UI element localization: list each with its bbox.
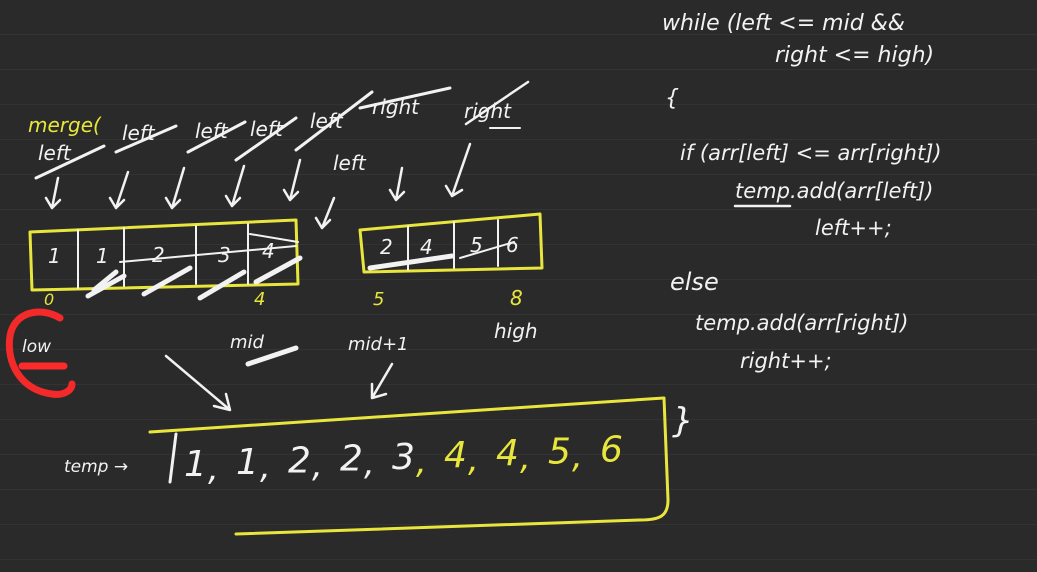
pointer-word-1: left	[38, 141, 72, 165]
right-cell-2: 5	[470, 233, 483, 257]
temp-value-3: 2	[340, 439, 363, 480]
temp-label: temp →	[64, 457, 128, 477]
temp-value-7: 5	[548, 431, 571, 472]
strike-5	[294, 90, 374, 152]
left-start-index: 0	[44, 290, 54, 309]
left-array-box	[28, 218, 300, 292]
left-end-index: 4	[254, 289, 265, 310]
temp-value-5: 4	[444, 435, 467, 476]
code-line-temp-add-left: temp.add(arr[left])	[735, 179, 933, 203]
temp-value-6: 4	[496, 433, 519, 474]
code-line-while: while (left <= mid &&	[662, 11, 905, 36]
right-end-index: 8	[510, 286, 523, 310]
label-high: high	[494, 319, 538, 343]
left-strike-2	[141, 265, 193, 297]
label-mid: mid	[230, 332, 265, 353]
temp-array-box	[148, 396, 670, 536]
down-arrow-1	[44, 176, 62, 210]
mid-underline	[245, 345, 299, 367]
strike-3	[186, 120, 247, 154]
down-arrow-4	[224, 164, 246, 208]
right-array: 2 4 5 6	[358, 212, 544, 274]
index-labels: 0 4 5 8 low mid mid+1 high	[5, 286, 538, 398]
right-array-box	[358, 212, 544, 274]
label-mid-plus-one: mid+1	[348, 334, 409, 355]
code-block: while (left <= mid && right <= high) { i…	[662, 11, 942, 441]
pointer-word-6: left	[333, 151, 367, 175]
left-strike-line	[249, 233, 299, 243]
temp-array: temp → 1,1,2,2,3,4,4,5,6	[64, 396, 670, 536]
temp-comma: ,	[468, 440, 479, 480]
right-cell-1: 4	[420, 235, 433, 259]
left-cell-1: 1	[96, 244, 109, 268]
left-long-strike	[119, 245, 297, 263]
strike-4	[234, 116, 298, 162]
label-low: low	[22, 337, 51, 357]
arrow-to-temp-right	[370, 362, 394, 400]
left-cell-4: 4	[262, 239, 275, 263]
code-line-left-inc: left++;	[815, 216, 892, 240]
merge-label: merge(	[28, 113, 102, 137]
left-cell-0: 1	[48, 244, 61, 268]
arrow-to-temp-left	[164, 354, 232, 412]
merge-pointer-words: merge( left left left left left left rig…	[28, 80, 530, 230]
code-line-close-brace: }	[672, 401, 694, 441]
strike-8	[464, 80, 530, 126]
strike-1	[34, 144, 106, 180]
right-strike-1	[367, 253, 455, 271]
temp-comma: ,	[260, 447, 271, 487]
strike-2	[114, 124, 178, 154]
right-cell-3: 6	[506, 233, 519, 257]
down-arrow-3	[164, 166, 186, 210]
temp-value-1: 1	[236, 442, 259, 483]
down-arrow-6	[314, 196, 336, 230]
left-cell-3: 3	[218, 243, 231, 267]
code-line-right-inc: right++;	[740, 349, 832, 373]
code-line-if: if (arr[left] <= arr[right])	[680, 141, 942, 165]
temp-values: 1,1,2,2,3,4,4,5,6	[184, 430, 623, 489]
right-cell-0: 2	[380, 235, 393, 259]
temp-comma: ,	[364, 444, 375, 484]
down-arrow-5	[282, 158, 302, 202]
right-start-index: 5	[373, 289, 384, 310]
left-strike-4	[253, 255, 303, 285]
temp-comma: ,	[312, 445, 323, 485]
temp-open-bar	[168, 432, 178, 484]
left-array: 1 1 2 3 4	[28, 218, 303, 301]
pointer-word-5: left	[310, 109, 344, 133]
code-line-temp-add-right: temp.add(arr[right])	[695, 311, 908, 335]
left-strike-3	[197, 269, 247, 301]
code-line-else: else	[670, 268, 719, 296]
temp-comma: ,	[416, 442, 427, 482]
temp-value-2: 2	[288, 440, 311, 481]
temp-value-0: 1	[184, 444, 207, 485]
left-strike-1	[85, 269, 127, 299]
strike-7	[358, 86, 452, 110]
right-strike-2	[459, 241, 515, 259]
down-arrow-7	[388, 166, 406, 202]
temp-value-4: 3	[392, 437, 415, 478]
temp-value-8: 6	[600, 430, 623, 471]
temp-comma: ,	[572, 436, 583, 476]
temp-comma: ,	[520, 438, 531, 478]
code-line-open-brace: {	[665, 86, 679, 111]
down-arrow-8	[444, 142, 472, 198]
code-line-condition: right <= high)	[775, 43, 934, 68]
down-arrow-2	[108, 170, 130, 210]
low-circle	[5, 308, 76, 398]
left-cell-2: 2	[152, 243, 165, 267]
temp-comma: ,	[208, 449, 219, 489]
